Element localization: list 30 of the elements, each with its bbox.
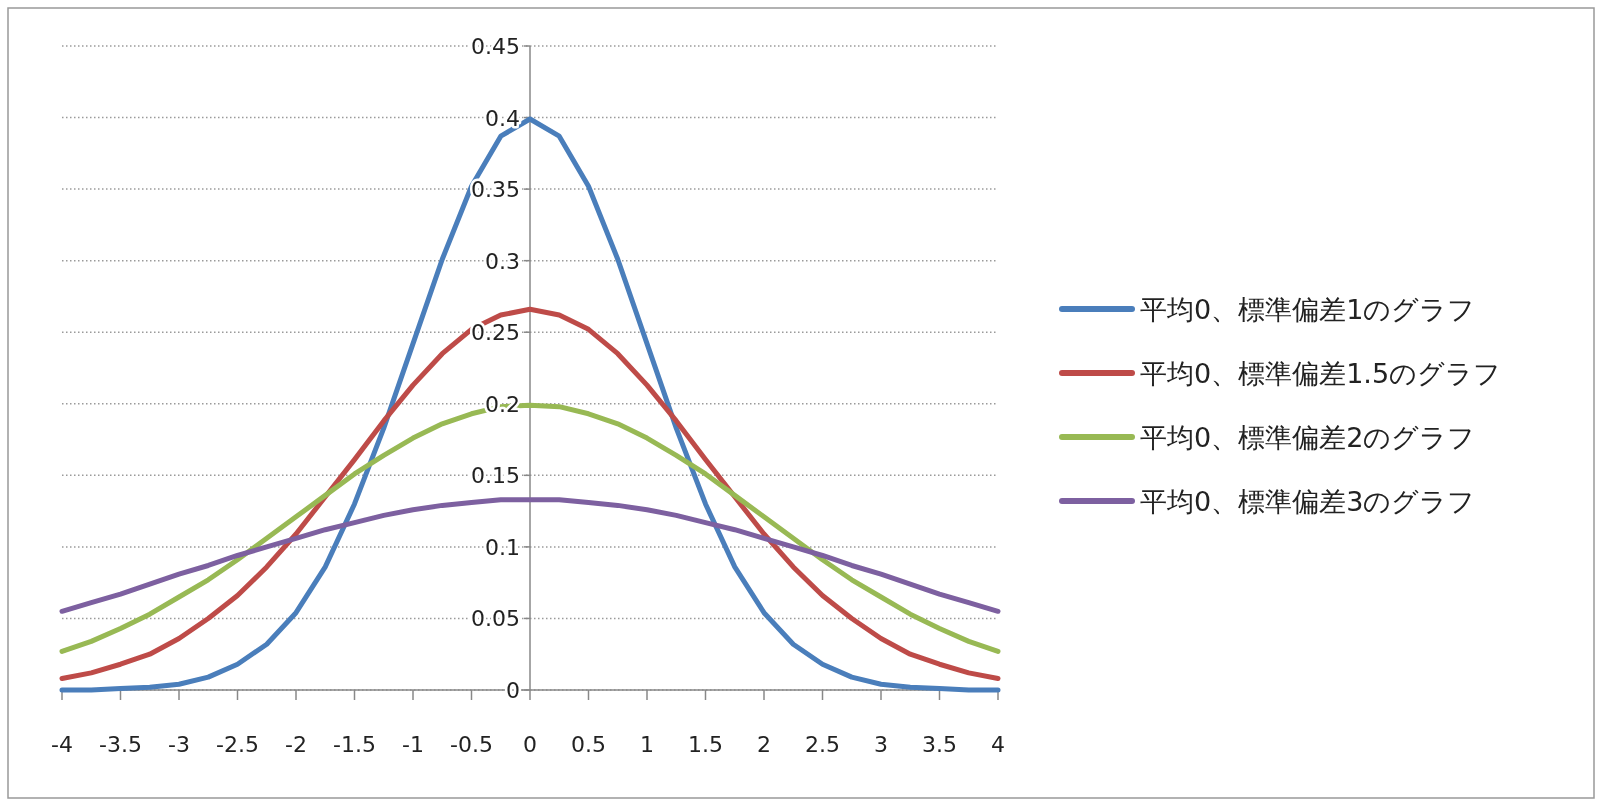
- legend-label: 平均0、標準偏差1のグラフ: [1140, 294, 1476, 325]
- x-tick-label: -2.5: [216, 732, 259, 757]
- legend-label: 平均0、標準偏差2のグラフ: [1140, 422, 1476, 453]
- x-tick-label: 3: [874, 732, 888, 757]
- x-tick-label: 0.5: [571, 732, 606, 757]
- y-tick-label: 0.45: [471, 34, 520, 59]
- x-tick-label: -3.5: [99, 732, 142, 757]
- x-tick-label: 0: [523, 732, 537, 757]
- x-tick-label: -4: [51, 732, 73, 757]
- y-tick-label: 0.35: [471, 177, 520, 203]
- y-tick-label: 0: [506, 678, 520, 703]
- x-tick-label: -2: [285, 732, 307, 757]
- x-tick-label: 1: [640, 732, 654, 757]
- y-tick-label: 0.25: [471, 320, 520, 346]
- y-tick-label: 0.3: [485, 248, 520, 274]
- x-tick-label: 4: [991, 732, 1005, 757]
- y-tick-label: 0.1: [485, 534, 520, 560]
- y-tick-label: 0.4: [485, 105, 520, 131]
- x-tick-label: -0.5: [450, 732, 493, 757]
- y-tick-label: 0.15: [471, 463, 520, 489]
- x-tick-label: -1.5: [333, 732, 376, 757]
- x-tick-label: -3: [168, 732, 190, 757]
- x-tick-label: 3.5: [922, 732, 957, 757]
- y-tick-label: 0.05: [471, 606, 520, 632]
- x-tick-label: -1: [402, 732, 424, 757]
- legend-label: 平均0、標準偏差1.5のグラフ: [1140, 358, 1502, 389]
- x-tick-label: 2: [757, 732, 771, 757]
- legend-label: 平均0、標準偏差3のグラフ: [1140, 486, 1476, 517]
- x-tick-label: 1.5: [688, 732, 723, 757]
- x-tick-label: 2.5: [805, 732, 840, 757]
